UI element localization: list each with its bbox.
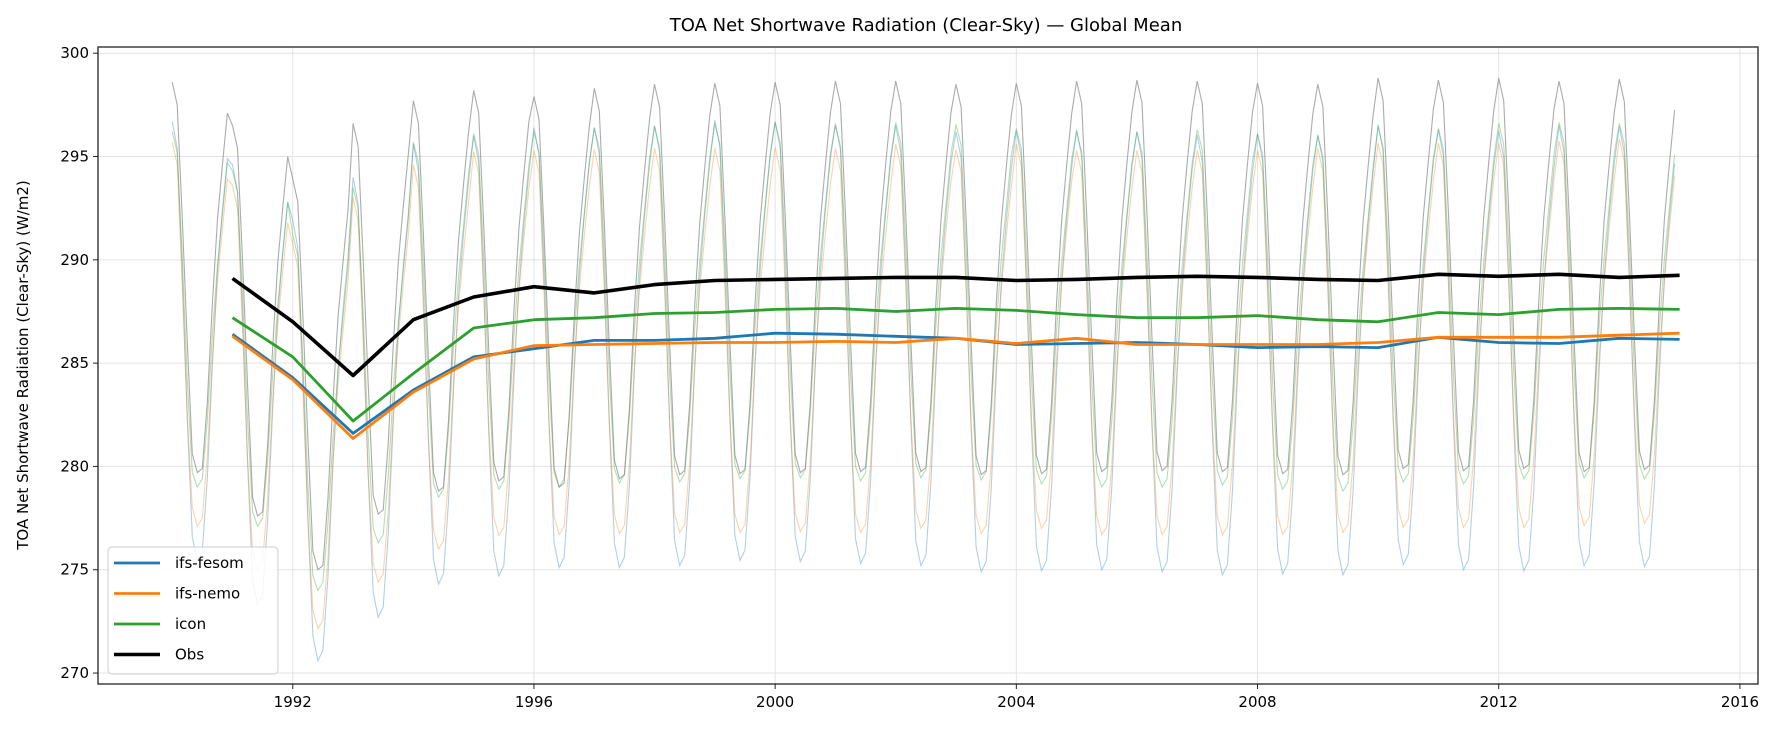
legend-label: icon <box>175 615 206 633</box>
x-tick-label: 2000 <box>756 693 794 711</box>
plot-frame <box>97 46 1759 685</box>
legend-label: ifs-fesom <box>175 554 244 572</box>
monthly-line-ifs-nemo <box>171 138 1676 630</box>
annual-line-icon <box>231 306 1680 423</box>
y-axis-label: TOA Net Shortwave Radiation (Clear-Sky) … <box>14 180 32 551</box>
monthly-lines <box>171 77 1676 663</box>
y-tick-label: 280 <box>60 457 89 475</box>
legend: ifs-fesom ifs-nemo icon Obs <box>107 546 279 675</box>
y-tick-label: 300 <box>60 44 89 62</box>
legend-label: ifs-nemo <box>175 585 240 603</box>
x-tick-label: 2008 <box>1238 693 1276 711</box>
y-tick-label: 295 <box>60 148 89 166</box>
x-tick-label: 1996 <box>515 693 553 711</box>
monthly-line-obs <box>171 77 1676 571</box>
annual-mean-lines <box>231 272 1680 440</box>
legend-box <box>107 546 279 675</box>
chart-title: TOA Net Shortwave Radiation (Clear-Sky) … <box>669 15 1182 36</box>
monthly-line-icon <box>171 122 1676 592</box>
axis-ticks: 1992 1996 2000 2004 2008 2012 2016 270 275 280 285… <box>60 44 1759 711</box>
x-tick-label: 1992 <box>274 693 312 711</box>
grid <box>98 47 1758 684</box>
x-tick-label: 2016 <box>1721 693 1759 711</box>
y-tick-label: 275 <box>60 561 89 579</box>
annual-line-obs <box>231 272 1680 378</box>
legend-label: Obs <box>175 646 204 664</box>
y-tick-label: 290 <box>60 251 89 269</box>
monthly-line-ifs-fesom <box>171 120 1676 663</box>
y-tick-label: 270 <box>60 664 89 682</box>
annual-line-ifs-nemo <box>231 331 1680 440</box>
y-tick-label: 285 <box>60 354 89 372</box>
x-tick-label: 2004 <box>997 693 1035 711</box>
x-tick-label: 2012 <box>1480 693 1518 711</box>
